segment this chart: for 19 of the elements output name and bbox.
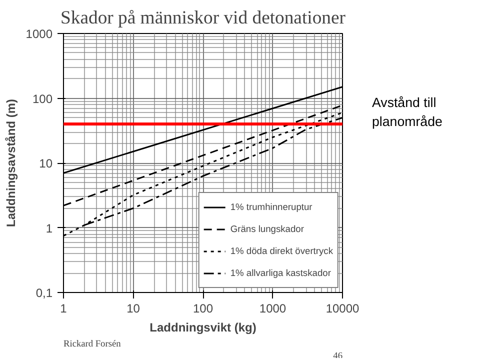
y-tick-label: 0,1 xyxy=(36,286,53,300)
x-tick-label: 10 xyxy=(126,302,140,316)
x-tick-label: 100 xyxy=(192,302,214,316)
y-tick-label: 1000 xyxy=(26,27,53,41)
ref-line-label: Avstånd till planområde xyxy=(372,94,444,132)
x-axis-title: Laddningsvikt (kg) xyxy=(150,320,256,334)
chart-title: Skador på människor vid detonationer xyxy=(60,8,346,28)
y-tick-label: 10 xyxy=(39,156,53,170)
y-axis-title: Laddningsavstånd (m) xyxy=(4,98,18,228)
legend-label: Gräns lungskador xyxy=(230,223,304,235)
text: Rickard Forsén xyxy=(64,340,122,350)
legend-label: 1% allvarliga kastskador xyxy=(230,267,331,279)
legend-label: 1% trumhinneruptur xyxy=(230,201,312,213)
legend-label: 1% döda direkt övertryck xyxy=(230,245,333,257)
x-tick-label: 1 xyxy=(60,302,68,316)
x-tick-label: 1000 xyxy=(259,302,286,316)
y-tick-label: 100 xyxy=(32,92,53,106)
x-tick-label: 10000 xyxy=(326,302,360,316)
y-tick-label: 1 xyxy=(46,221,53,236)
